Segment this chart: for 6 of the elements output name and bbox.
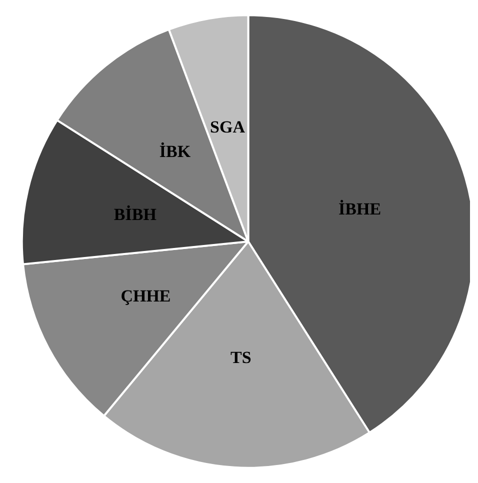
slice-label: TS — [230, 348, 252, 367]
slice-label: BİBH — [114, 205, 156, 224]
slice-label: İBK — [159, 142, 192, 161]
slice-label: SGA — [210, 118, 246, 137]
slice-label: İBHE — [338, 200, 382, 219]
slice-label: ÇHHE — [120, 286, 171, 306]
